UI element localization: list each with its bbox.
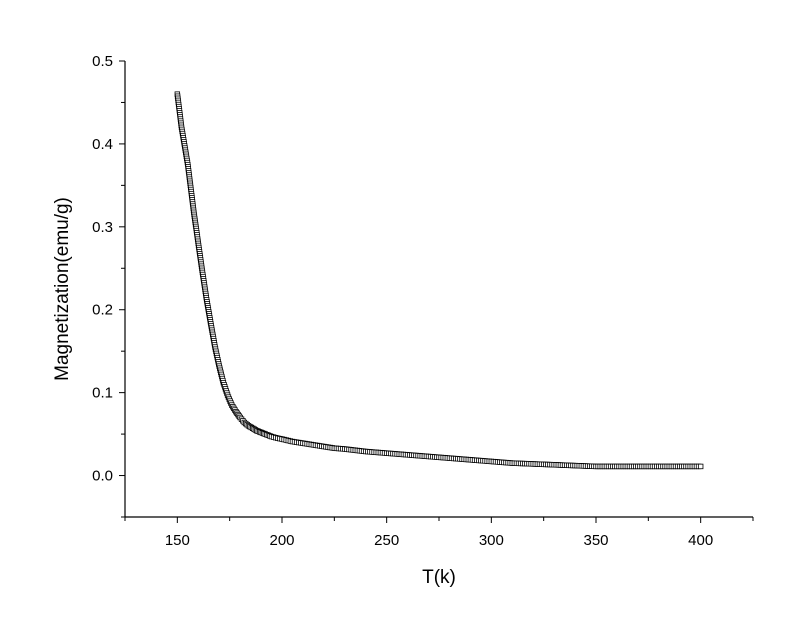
y-tick-label: 0.3 <box>92 219 113 236</box>
y-tick-label: 0.1 <box>92 385 113 402</box>
data-point <box>697 463 704 470</box>
x-axis-title: T(k) <box>422 567 456 588</box>
x-tick-label: 200 <box>269 532 294 549</box>
y-tick-label: 0.5 <box>92 53 113 70</box>
x-tick-label: 150 <box>165 532 190 549</box>
y-tick-label: 0.0 <box>92 468 113 485</box>
y-tick-label: 0.2 <box>92 302 113 319</box>
x-tick-label: 400 <box>688 532 713 549</box>
x-tick-label: 300 <box>479 532 504 549</box>
x-tick-label: 350 <box>583 532 608 549</box>
axes: 150 200 250 300 350 400 0.0 0.1 0.2 0.3 0.4 0.5 <box>92 53 754 549</box>
x-tick-label: 250 <box>374 532 399 549</box>
data-markers <box>174 91 704 470</box>
y-axis-title: Magnetization(emu/g) <box>52 197 73 381</box>
y-tick-label: 0.4 <box>92 136 113 153</box>
